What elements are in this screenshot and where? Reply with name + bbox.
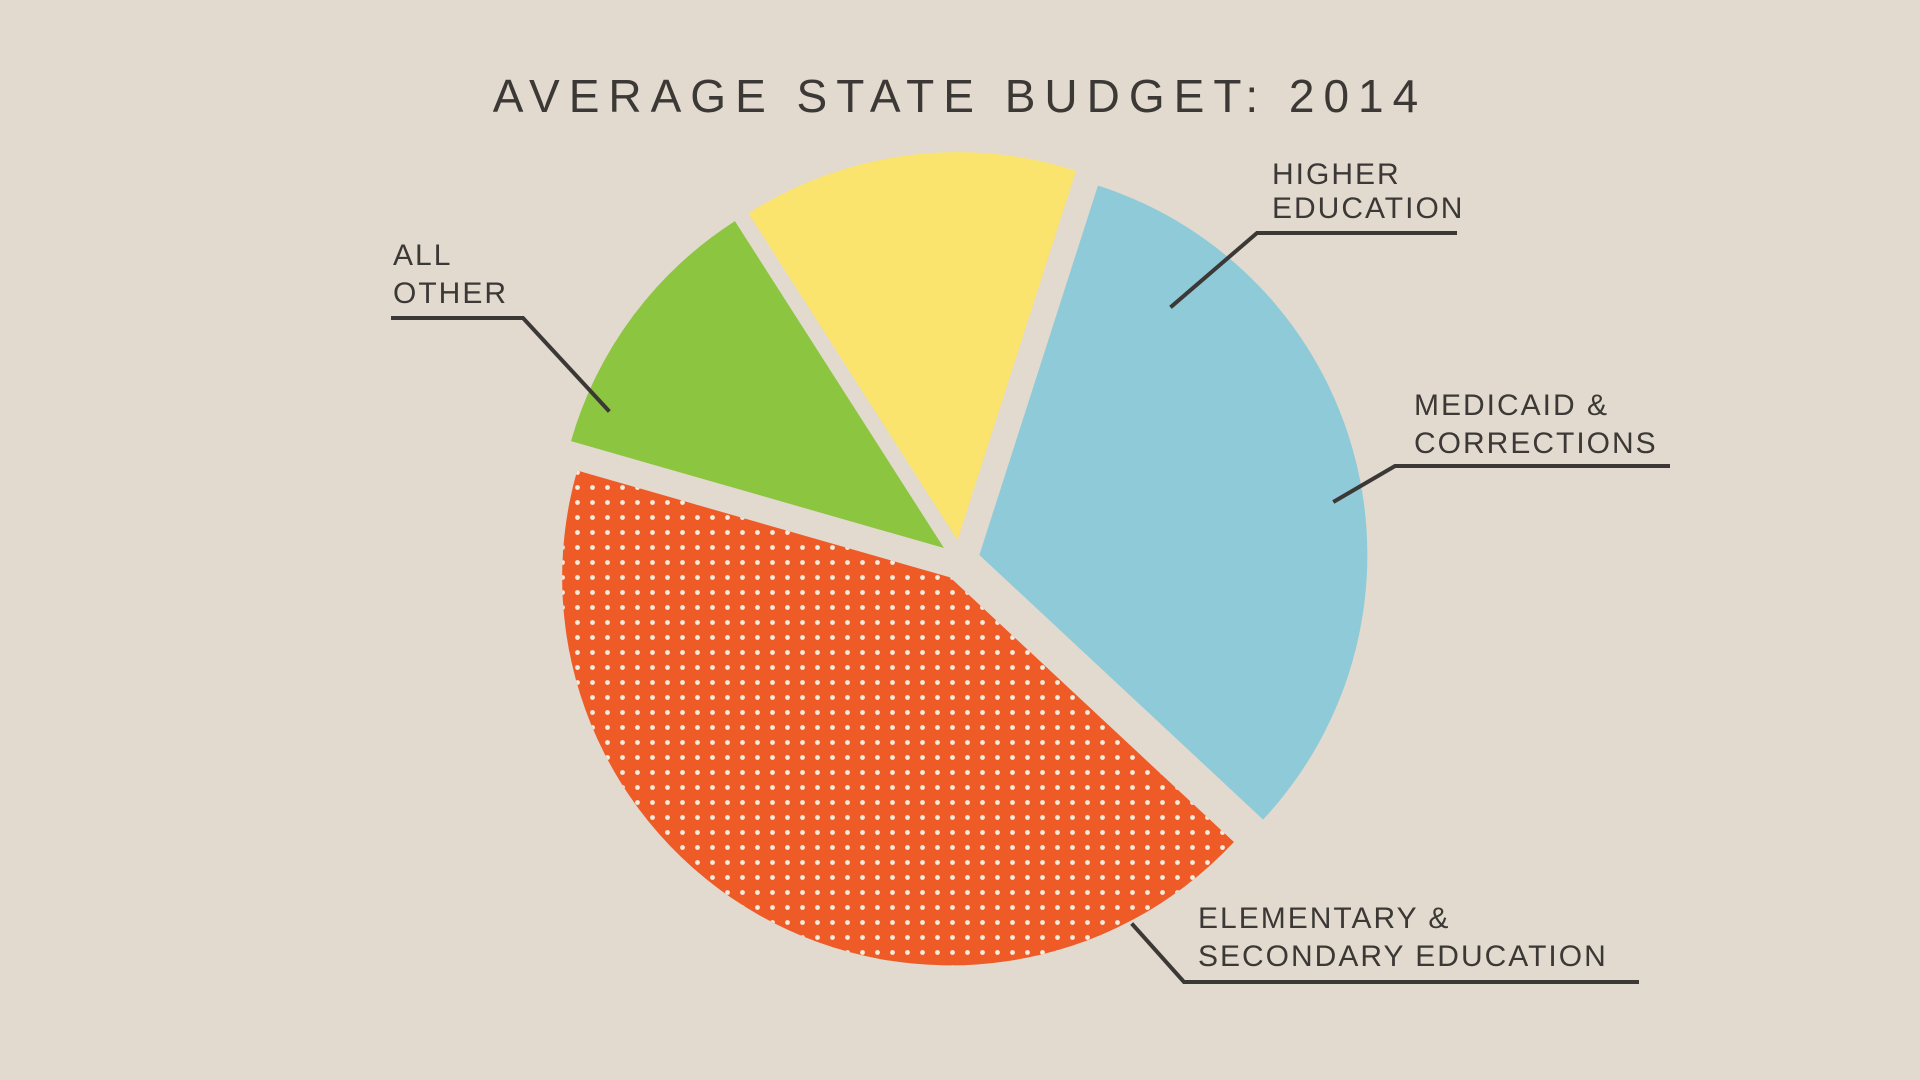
label-higher-education-leader-line	[1169, 231, 1457, 309]
label-elementary-secondary-education: ELEMENTARY & SECONDARY EDUCATION	[1130, 902, 1639, 984]
slice-elementary-secondary-education	[979, 185, 1368, 820]
label-medicaid-corrections-line-1: MEDICAID &	[1414, 389, 1609, 422]
label-higher-education-line-2: EDUCATION	[1272, 192, 1464, 225]
label-medicaid-corrections-line-2: CORRECTIONS	[1414, 427, 1658, 460]
label-elementary-secondary-education-line-2: SECONDARY EDUCATION	[1198, 940, 1608, 973]
slice-higher-education	[570, 221, 944, 549]
chart-title: AVERAGE STATE BUDGET: 2014	[493, 70, 1427, 122]
label-medicaid-corrections: MEDICAID & CORRECTIONS	[1332, 389, 1670, 504]
label-all-other-line-2: OTHER	[393, 277, 508, 310]
label-all-other: ALL OTHER	[391, 239, 611, 413]
label-all-other-line-1: ALL	[393, 239, 452, 272]
pie-slices	[562, 152, 1368, 966]
label-all-other-leader-line	[391, 316, 611, 413]
label-higher-education-line-1: HIGHER	[1272, 158, 1401, 191]
label-elementary-secondary-education-line-1: ELEMENTARY &	[1198, 902, 1450, 935]
label-medicaid-corrections-leader-line	[1332, 464, 1670, 504]
label-elementary-secondary-education-leader-line	[1130, 922, 1639, 984]
slice-medicaid-corrections	[748, 152, 1077, 541]
slice-all-other-dot-pattern	[562, 470, 1234, 966]
